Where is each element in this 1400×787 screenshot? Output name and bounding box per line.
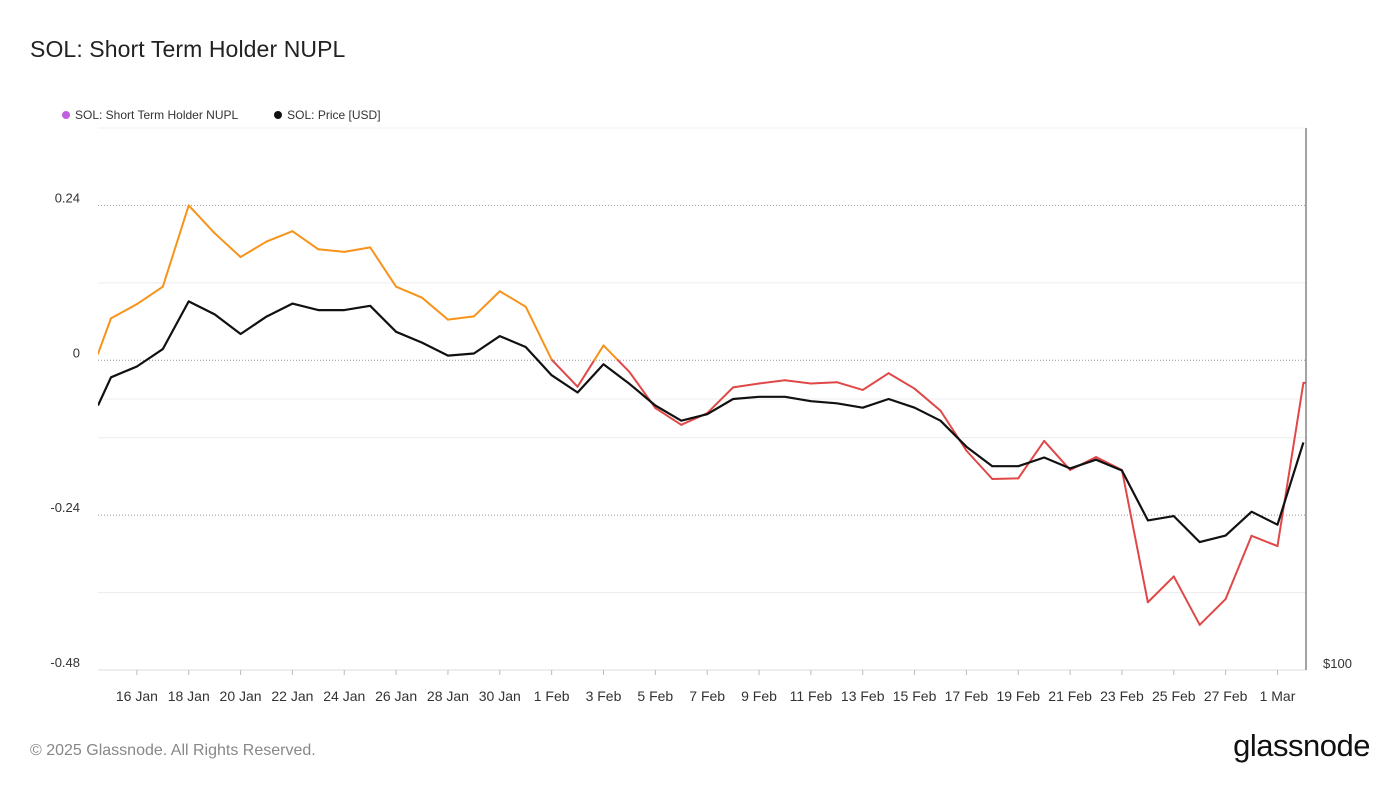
y-tick-label: -0.24 bbox=[50, 500, 80, 515]
nupl-line-segment bbox=[835, 381, 864, 391]
y-tick-label: 0.24 bbox=[55, 190, 80, 205]
plot-series-group bbox=[98, 204, 1306, 626]
nupl-line-segment bbox=[213, 232, 242, 259]
nupl-line-segment bbox=[1250, 534, 1279, 548]
x-tick-label: 25 Feb bbox=[1152, 688, 1196, 704]
nupl-line-segment bbox=[239, 240, 268, 259]
x-tick-label: 7 Feb bbox=[689, 688, 725, 704]
nupl-line-segment bbox=[758, 379, 786, 385]
x-tick-label: 24 Jan bbox=[323, 688, 365, 704]
x-tick-label: 20 Jan bbox=[220, 688, 262, 704]
nupl-line-segment bbox=[861, 372, 890, 391]
y-tick-label: 0 bbox=[73, 345, 80, 360]
nupl-line-segment bbox=[1017, 439, 1046, 480]
x-tick-label: 17 Feb bbox=[945, 688, 989, 704]
nupl-line-segment bbox=[291, 230, 320, 251]
nupl-line-segment bbox=[421, 296, 449, 321]
right-axis-tick-label: $100 bbox=[1323, 656, 1352, 671]
nupl-line-segment bbox=[913, 387, 942, 412]
legend-dot-nupl bbox=[62, 111, 70, 119]
legend-item-price[interactable]: SOL: Price [USD] bbox=[274, 108, 381, 122]
nupl-line-segment bbox=[783, 379, 812, 385]
nupl-line-segment bbox=[617, 359, 631, 373]
x-tick-label: 3 Feb bbox=[586, 688, 622, 704]
x-tick-label: 22 Jan bbox=[271, 688, 313, 704]
nupl-line-segment bbox=[1172, 575, 1201, 626]
chart-title: SOL: Short Term Holder NUPL bbox=[30, 36, 346, 62]
legend-label-nupl: SOL: Short Term Holder NUPL bbox=[75, 108, 239, 122]
x-tick-label: 18 Jan bbox=[168, 688, 210, 704]
nupl-line-segment bbox=[498, 290, 527, 308]
nupl-line-segment bbox=[887, 372, 916, 390]
nupl-line-segment bbox=[1120, 468, 1149, 604]
x-tick-label: 1 Feb bbox=[534, 688, 570, 704]
nupl-line-segment bbox=[1146, 575, 1175, 604]
x-tick-label: 26 Jan bbox=[375, 688, 417, 704]
nupl-line-segment bbox=[732, 382, 761, 389]
nupl-line-segment bbox=[446, 315, 475, 321]
x-tick-label: 13 Feb bbox=[841, 688, 885, 704]
glassnode-logo: glassnode bbox=[1233, 728, 1370, 763]
legend-dot-price bbox=[274, 111, 283, 119]
nupl-line-segment bbox=[576, 359, 596, 388]
x-tick-label: 11 Feb bbox=[790, 688, 833, 704]
x-tick-label: 27 Feb bbox=[1204, 688, 1248, 704]
nupl-line-segment bbox=[1043, 439, 1072, 471]
nupl-line-segment bbox=[343, 246, 372, 253]
x-tick-label: 16 Jan bbox=[116, 688, 158, 704]
nupl-line-segment bbox=[1276, 381, 1305, 548]
x-tick-label: 15 Feb bbox=[893, 688, 937, 704]
copyright-footer: © 2025 Glassnode. All Rights Reserved. bbox=[30, 742, 316, 759]
x-tick-label: 23 Feb bbox=[1100, 688, 1144, 704]
nupl-line-segment bbox=[965, 449, 994, 481]
nupl-line-segment bbox=[524, 305, 553, 361]
price-line bbox=[98, 300, 1305, 544]
nupl-line-segment bbox=[395, 285, 424, 299]
nupl-line-segment bbox=[1224, 534, 1253, 601]
x-tick-label: 28 Jan bbox=[427, 688, 469, 704]
legend-item-nupl[interactable]: SOL: Short Term Holder NUPL bbox=[62, 108, 238, 122]
nupl-line-segment bbox=[317, 248, 346, 253]
nupl-line-segment bbox=[472, 290, 501, 318]
x-tick-label: 30 Jan bbox=[479, 688, 521, 704]
nupl-line-segment bbox=[809, 381, 838, 385]
x-tick-label: 1 Mar bbox=[1260, 688, 1296, 704]
nupl-line-segment bbox=[991, 477, 1020, 481]
x-tick-label: 19 Feb bbox=[996, 688, 1040, 704]
legend: SOL: Short Term Holder NUPL SOL: Price [… bbox=[62, 108, 381, 122]
legend-label-price: SOL: Price [USD] bbox=[287, 108, 381, 122]
nupl-line-segment bbox=[654, 407, 683, 426]
x-tick-label: 5 Feb bbox=[637, 688, 673, 704]
nupl-line-segment bbox=[265, 230, 294, 243]
nupl-line-segment bbox=[109, 303, 138, 320]
nupl-line-segment bbox=[551, 359, 579, 388]
nupl-line-segment bbox=[161, 204, 190, 288]
x-tick-label: 21 Feb bbox=[1048, 688, 1092, 704]
nupl-line-segment bbox=[602, 344, 620, 362]
nupl-line-segment bbox=[1198, 598, 1227, 626]
nupl-line-segment bbox=[135, 285, 164, 306]
nupl-line-segment bbox=[369, 246, 398, 288]
nupl-line-segment bbox=[593, 344, 605, 362]
nupl-line-segment bbox=[939, 409, 968, 452]
nupl-line-segment bbox=[187, 204, 216, 235]
nupl-line-segment bbox=[706, 386, 735, 415]
x-tick-label: 9 Feb bbox=[741, 688, 777, 704]
y-tick-label: -0.48 bbox=[50, 655, 80, 670]
nupl-line-segment bbox=[98, 317, 112, 355]
